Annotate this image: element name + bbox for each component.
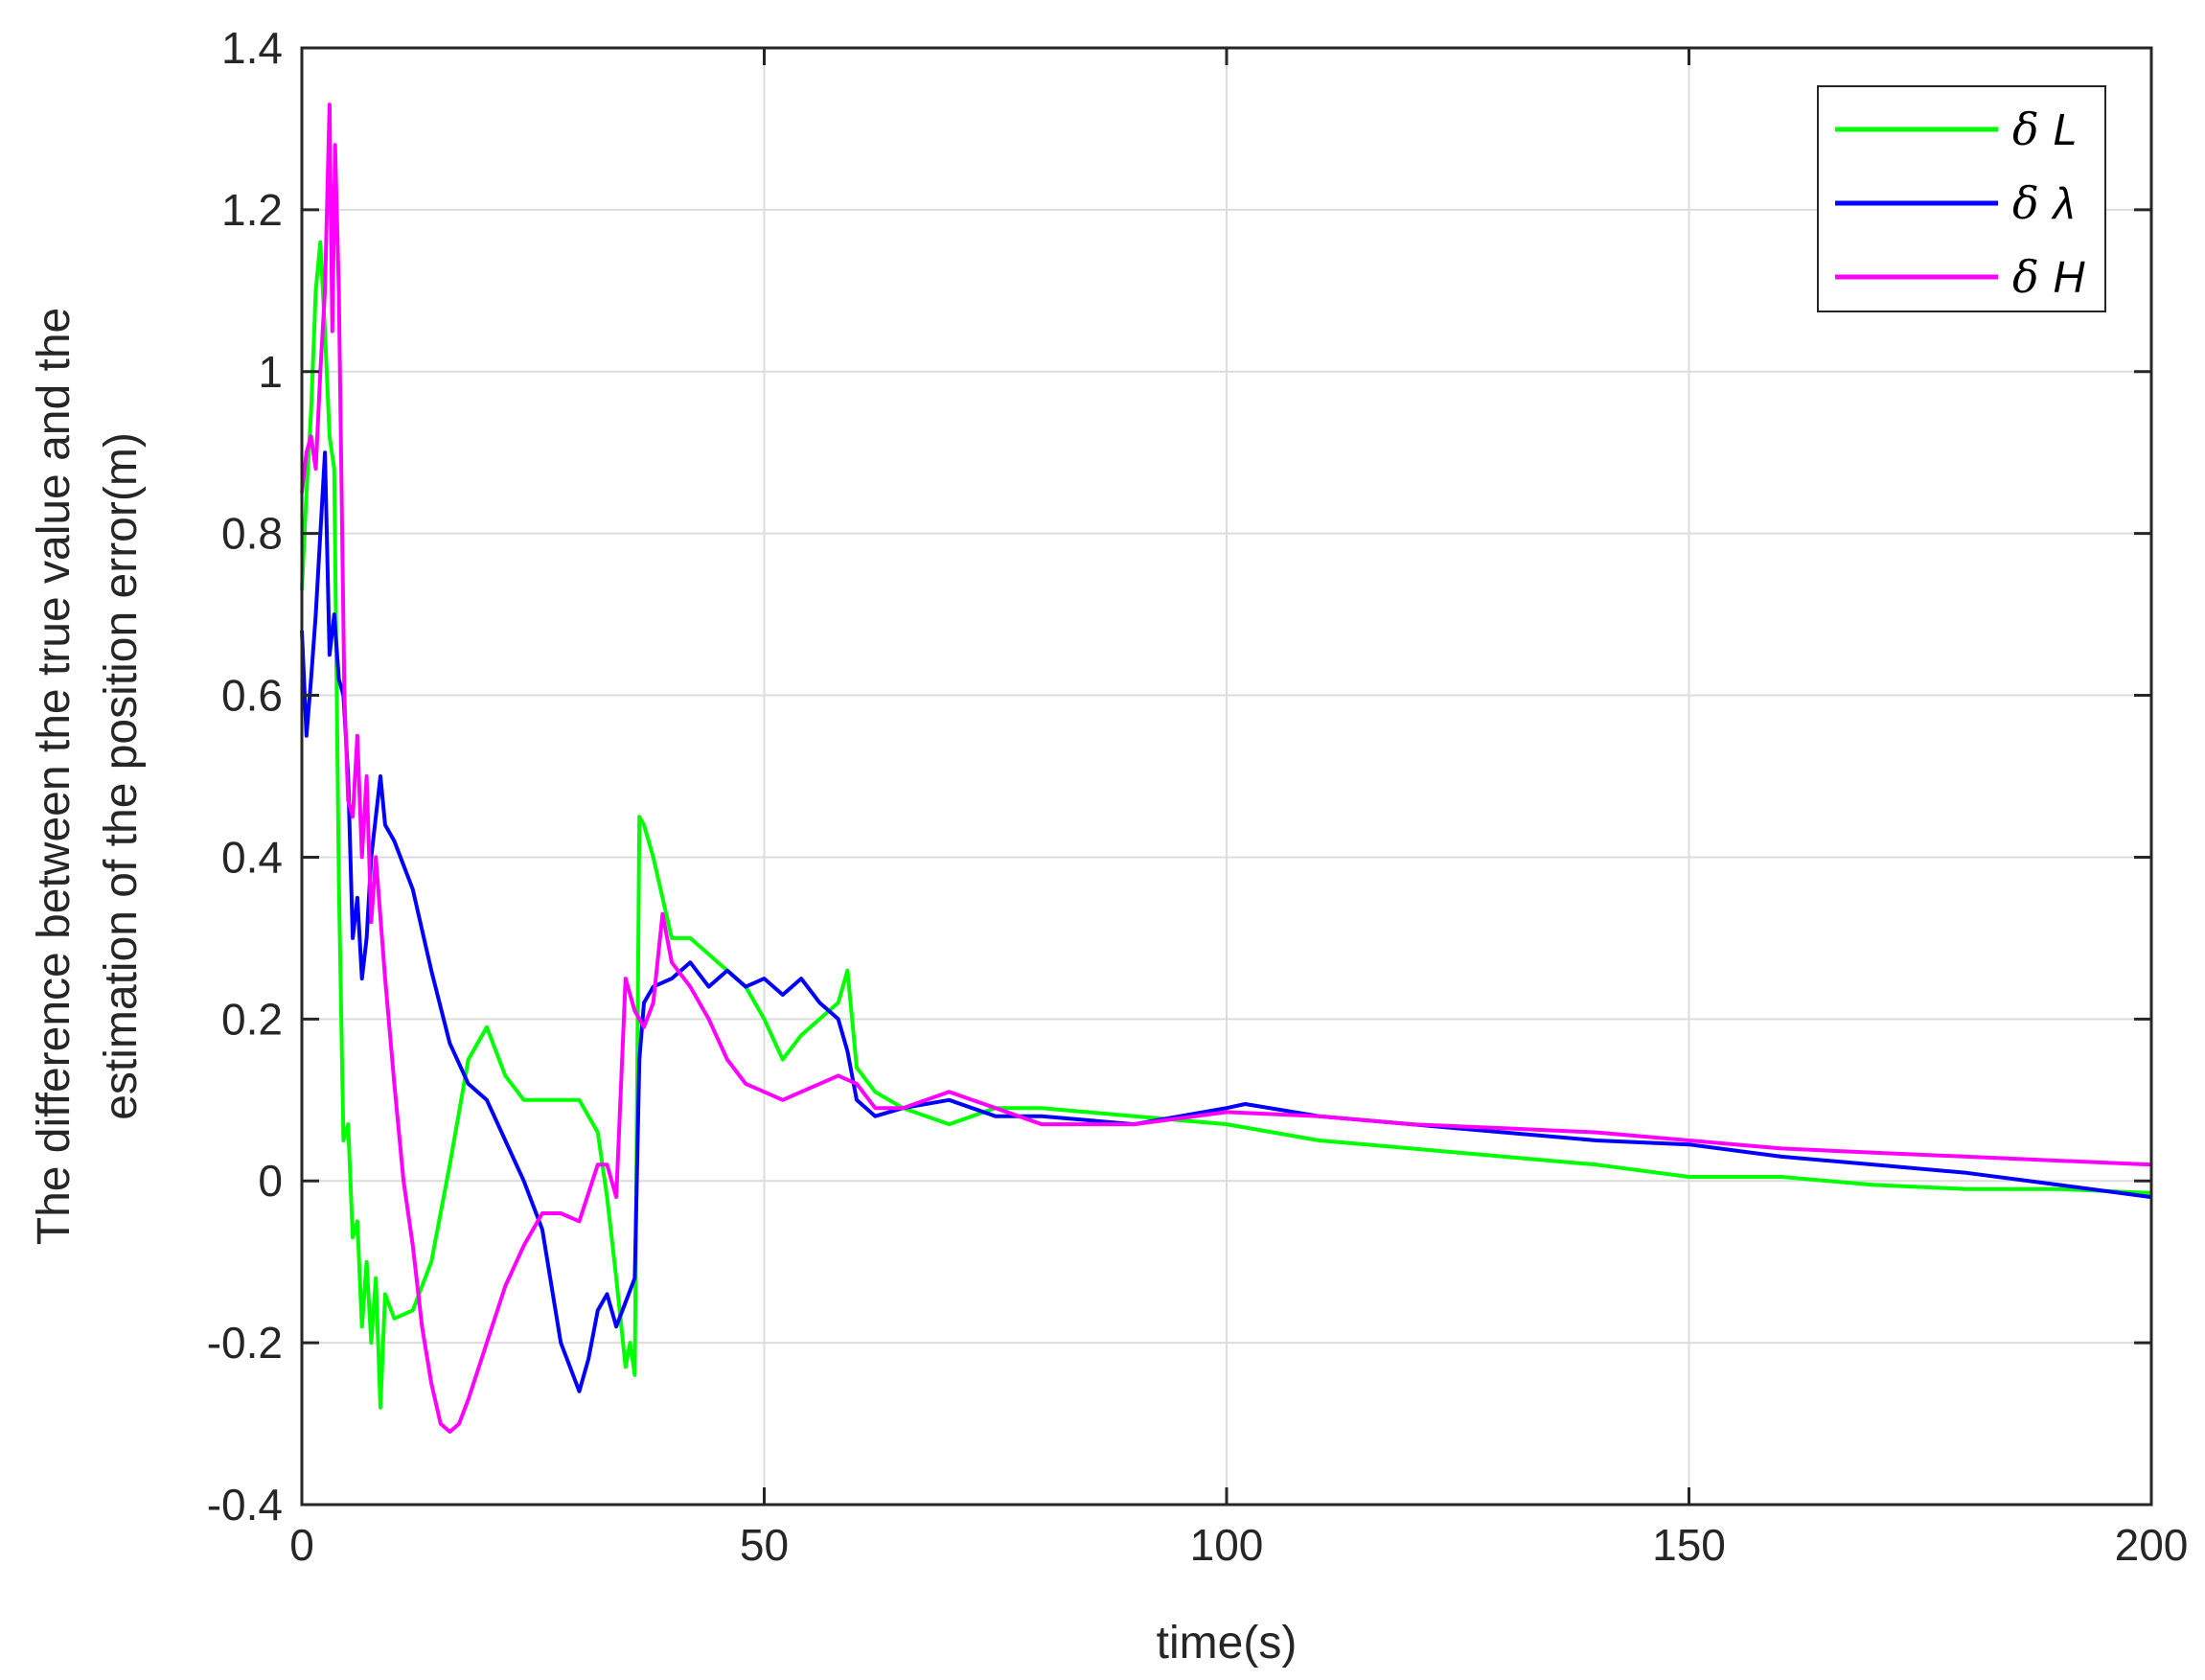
legend-label-delta-h: δ H bbox=[2012, 251, 2085, 303]
y-tick-label: 0.2 bbox=[221, 994, 283, 1044]
y-axis-title-line-2: estimation of the position error(m) bbox=[96, 432, 147, 1120]
y-tick-label: 0.6 bbox=[221, 671, 283, 721]
x-axis-ticks: 0 50 100 150 200 bbox=[289, 48, 2188, 1570]
x-tick-label: 0 bbox=[289, 1520, 314, 1570]
x-tick-label: 200 bbox=[2115, 1520, 2189, 1570]
x-tick-label: 50 bbox=[740, 1520, 789, 1570]
series-line-delta-lambda bbox=[300, 450, 2152, 1393]
y-tick-label: -0.2 bbox=[207, 1318, 283, 1368]
y-axis-title: The difference between the true value an… bbox=[29, 308, 147, 1245]
legend: δ L δ λ δ H bbox=[1817, 85, 2106, 312]
x-tick-label: 150 bbox=[1652, 1520, 1726, 1570]
y-tick-label: 0 bbox=[258, 1156, 283, 1206]
y-axis-ticks: -0.4 -0.2 0 0.2 0.4 0.6 0.8 1 1.2 1.4 bbox=[207, 23, 2151, 1530]
x-axis-title: time(s) bbox=[1157, 1618, 1298, 1668]
y-tick-label: 1 bbox=[258, 347, 283, 397]
legend-label-delta-lambda: δ λ bbox=[2012, 177, 2075, 229]
y-tick-label: 0.8 bbox=[221, 509, 283, 559]
legend-label-delta-l: δ L bbox=[2012, 104, 2078, 155]
y-axis-title-line-1: The difference between the true value an… bbox=[29, 308, 80, 1245]
y-tick-label: 1.2 bbox=[221, 185, 283, 235]
series-line-delta-h bbox=[300, 103, 2152, 1434]
series-layer bbox=[300, 103, 2152, 1434]
x-tick-label: 100 bbox=[1190, 1520, 1264, 1570]
y-tick-label: 1.4 bbox=[221, 23, 283, 73]
series-line-delta-l bbox=[300, 240, 2152, 1410]
legend-box bbox=[1817, 85, 2106, 312]
y-tick-label: -0.4 bbox=[207, 1480, 283, 1530]
y-tick-label: 0.4 bbox=[221, 832, 283, 882]
